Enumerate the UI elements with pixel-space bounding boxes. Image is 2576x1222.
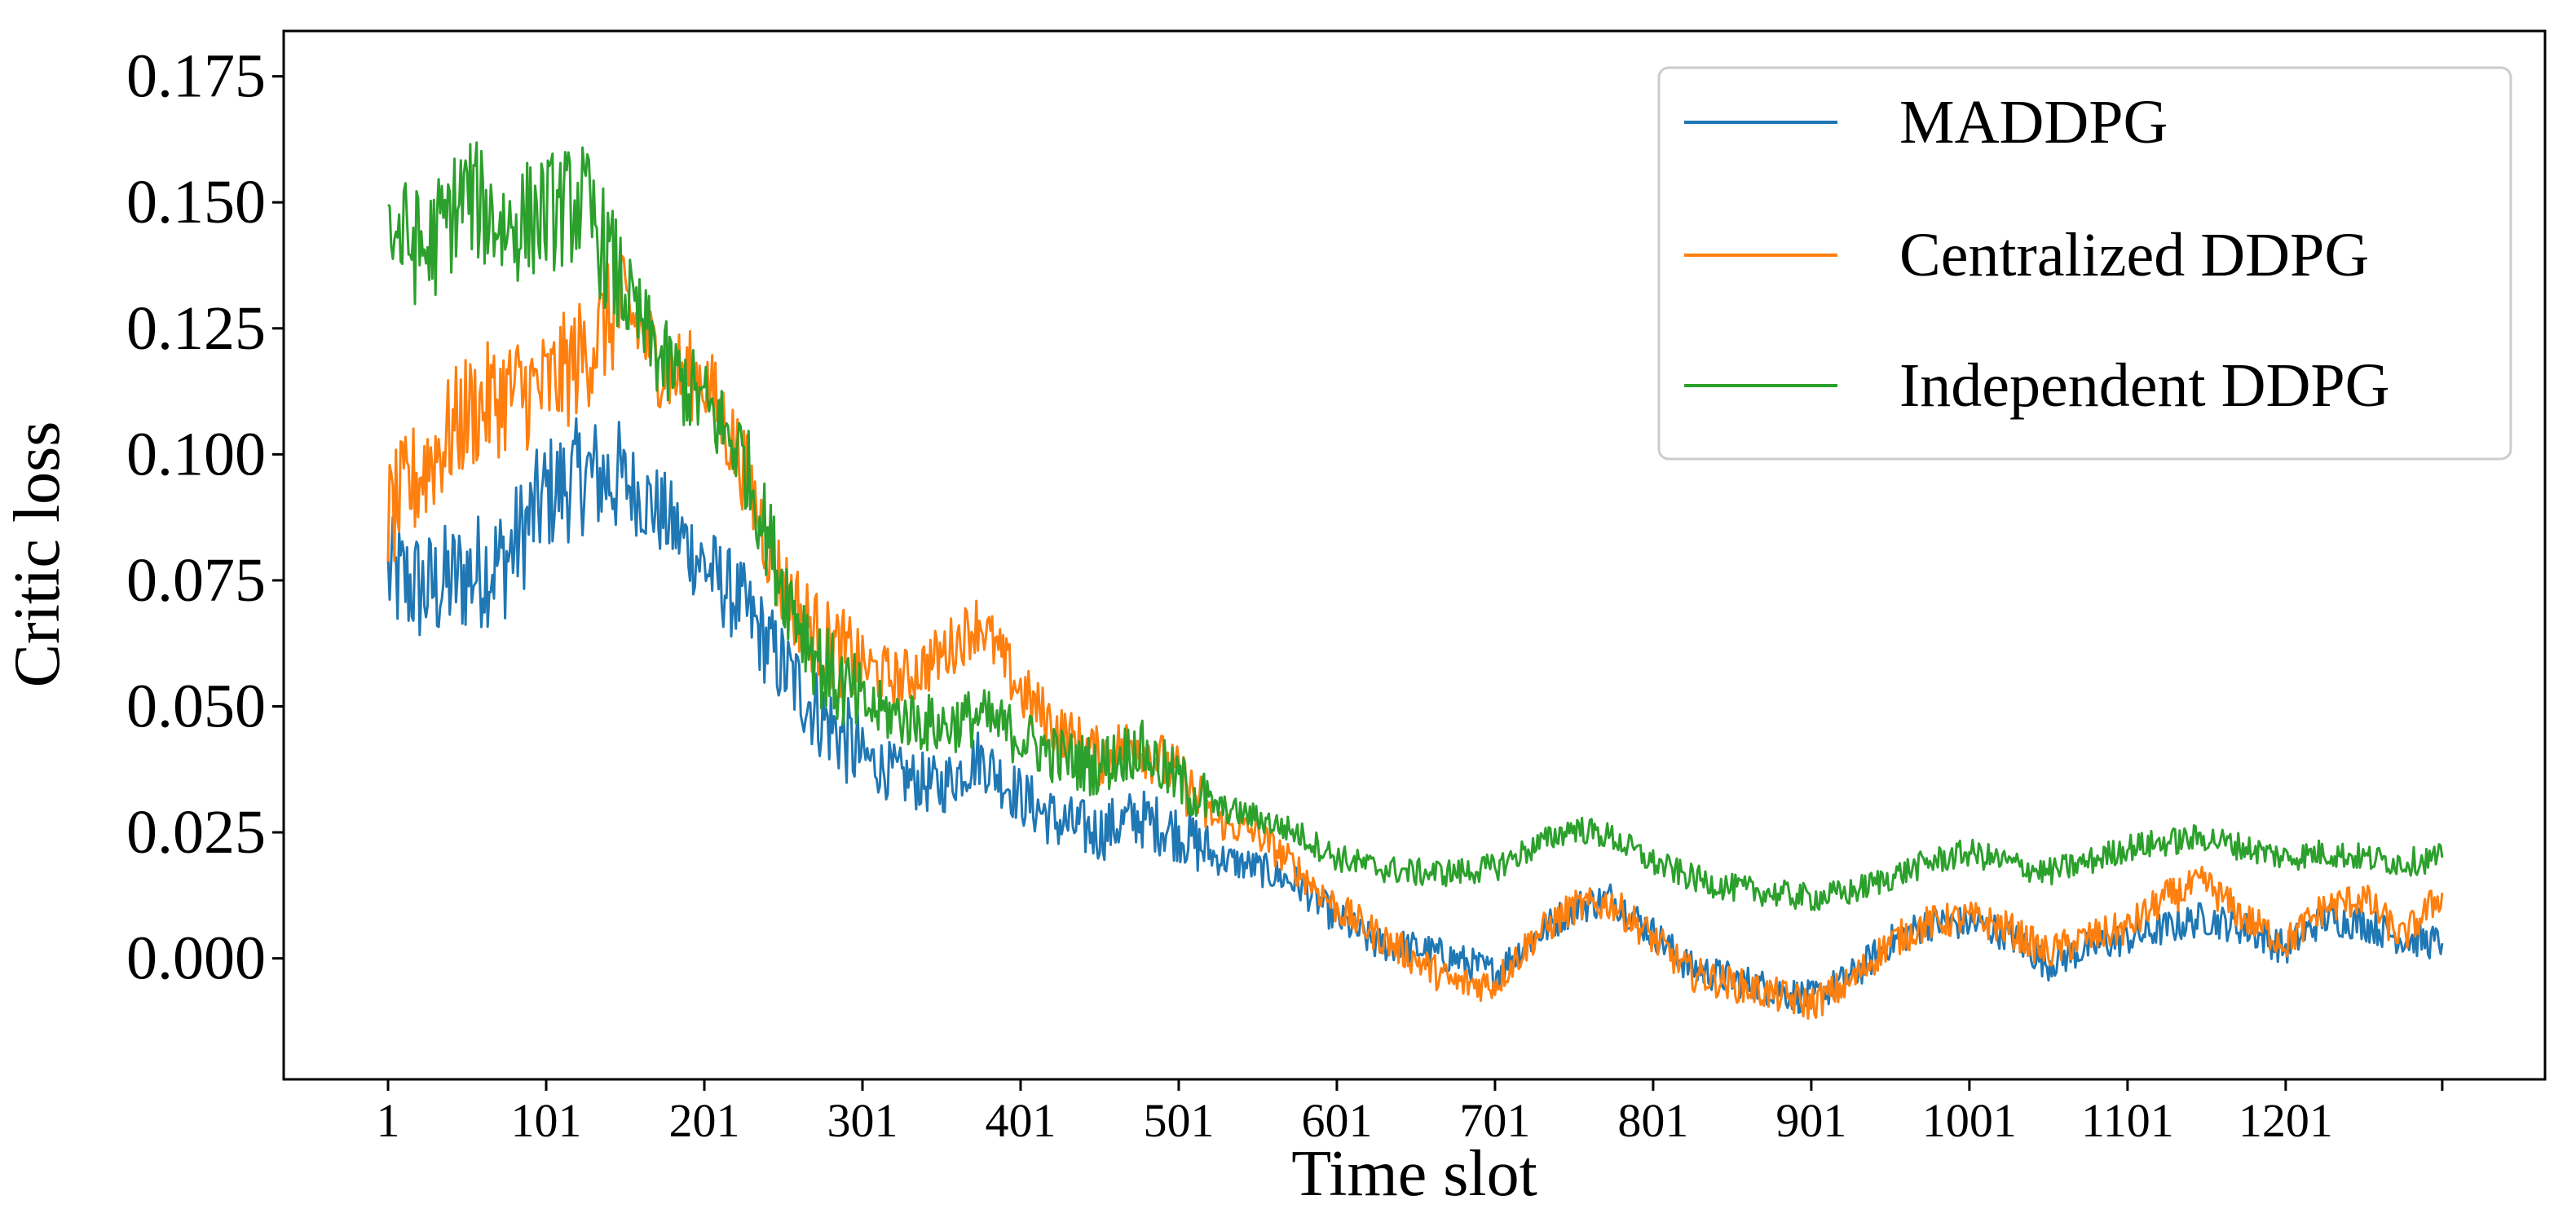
y-axis: 0.000 0.025 0.050 0.075 0.100 0.125 0.150 0.175 xyxy=(126,42,284,993)
y-tick-label: 0.000 xyxy=(126,924,266,993)
x-tick-label: 201 xyxy=(669,1094,740,1147)
y-tick-label: 0.050 xyxy=(126,672,266,740)
legend-box xyxy=(1657,66,2512,461)
y-tick-label: 0.150 xyxy=(126,168,266,236)
x-axis-label: Time slot xyxy=(1291,1138,1537,1210)
x-tick-label: 301 xyxy=(827,1094,898,1147)
x-tick-label: 1 xyxy=(377,1094,400,1147)
plot-frame xyxy=(282,29,2547,1081)
x-tick-label: 101 xyxy=(511,1094,582,1147)
legend: MADDPG Centralized DDPG Independent DDPG xyxy=(1657,66,2512,461)
x-tick-label: 801 xyxy=(1617,1094,1688,1147)
y-tick-label: 0.025 xyxy=(126,798,266,867)
x-tick-label: 501 xyxy=(1143,1094,1214,1147)
y-tick-label: 0.100 xyxy=(126,420,266,488)
x-tick-label: 1201 xyxy=(2239,1094,2333,1147)
y-tick-label: 0.175 xyxy=(126,42,266,111)
x-tick-label: 1001 xyxy=(1922,1094,2017,1147)
series-line-0 xyxy=(386,417,2444,1014)
series-layer xyxy=(386,141,2444,1020)
legend-label: MADDPG xyxy=(1899,88,2168,157)
x-tick-label: 1101 xyxy=(2081,1094,2174,1147)
legend-label: Independent DDPG xyxy=(1899,351,2390,420)
y-tick-label: 0.125 xyxy=(126,294,266,363)
x-tick-label: 701 xyxy=(1459,1094,1530,1147)
x-tick-label: 901 xyxy=(1775,1094,1846,1147)
y-tick-label: 0.075 xyxy=(126,546,266,615)
x-tick-label: 401 xyxy=(985,1094,1056,1147)
x-tick-label: 601 xyxy=(1301,1094,1372,1147)
x-axis: 1 101 201 301 401 501 601 701 801 901 1001 1101 1201 xyxy=(377,1079,2444,1147)
series-line-2 xyxy=(387,141,2444,911)
y-axis-label: Critic loss xyxy=(2,421,73,688)
series-line-1 xyxy=(386,254,2444,1020)
legend-label: Centralized DDPG xyxy=(1899,221,2369,289)
